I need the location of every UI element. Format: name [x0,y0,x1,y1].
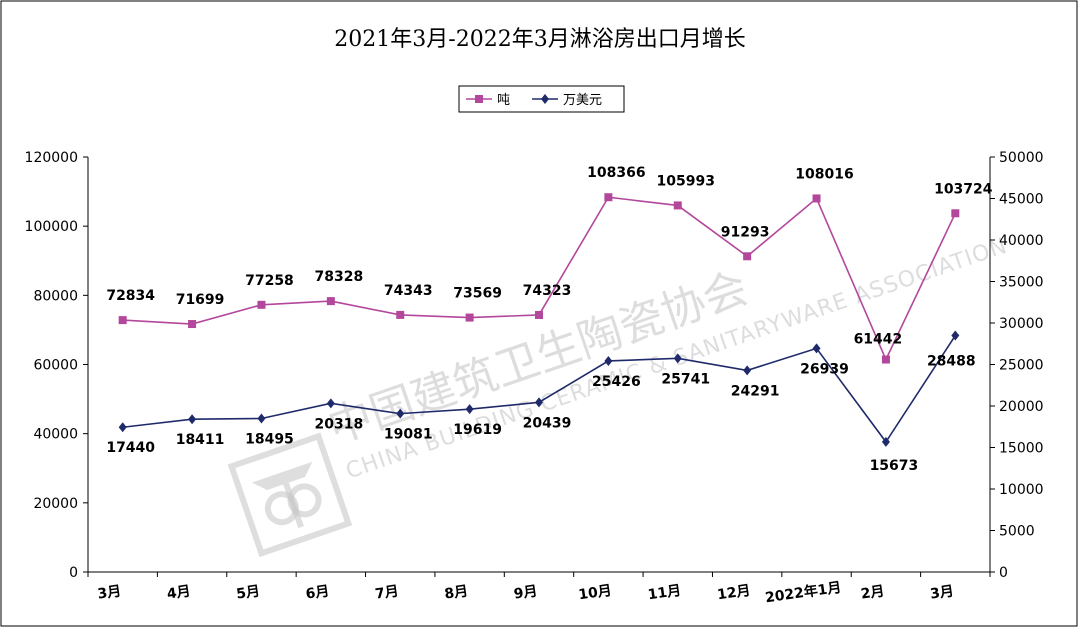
series-point [812,343,821,354]
data-label-series-1: 26939 [800,361,849,377]
series-point [951,330,960,341]
legend-marker-0 [475,95,483,103]
series-point [535,397,543,408]
data-label-series-0: 108016 [795,166,853,182]
y-right-tick-label: 20000 [999,399,1044,415]
data-label-series-1: 20318 [314,416,363,432]
series-point [465,404,474,415]
x-tick-label: 3月 [929,583,955,602]
series-point [396,310,405,319]
series-point [535,310,543,319]
series-point [188,414,197,425]
data-label-series-0: 91293 [721,224,770,240]
y-left-tick-label: 80000 [33,288,78,304]
data-label-series-0: 72834 [106,288,155,304]
x-tick-label: 4月 [166,583,192,602]
series-point [604,355,613,366]
series-point [881,436,890,447]
x-tick-label: 12月 [716,583,751,604]
data-label-series-1: 15673 [870,458,919,474]
data-label-series-1: 25426 [592,374,641,390]
data-label-series-1: 19081 [384,427,433,443]
y-left-tick-label: 40000 [33,427,78,443]
series-layer [118,193,960,447]
data-label-series-1: 28488 [927,354,976,370]
series-point [604,193,613,202]
y-right-tick-label: 25000 [999,358,1044,374]
data-label-series-1: 18495 [245,431,294,447]
y-right-tick-label: 30000 [999,316,1044,332]
y-right-tick-label: 45000 [999,192,1044,208]
data-label-series-1: 17440 [106,440,155,456]
legend: 吨 万美元 [458,85,625,113]
y-right-tick-label: 40000 [999,233,1044,249]
x-tick-label: 5月 [235,583,261,602]
series-point [326,398,335,409]
data-labels: 72834 71699 77258 78328 74343 73569 74323 10836… [106,165,992,474]
data-label-series-0: 108366 [587,165,645,181]
series-point [743,365,752,376]
series-point [396,408,405,419]
legend-label-0: 吨 [497,93,510,108]
legend-marker-1 [541,94,549,104]
series-point [881,355,890,364]
data-label-series-0: 78328 [314,269,363,285]
y-left-tick-label: 20000 [33,496,78,512]
series-point [118,316,127,325]
x-tick-label: 6月 [305,583,331,602]
y-left-tick-label: 100000 [25,219,78,235]
data-label-series-0: 71699 [176,292,225,308]
x-tick-label: 10月 [577,583,612,604]
data-label-series-1: 19619 [453,422,502,438]
series-point [465,313,474,322]
data-label-series-1: 20439 [523,415,572,431]
series-point [118,422,127,433]
data-label-series-0: 74323 [523,283,572,299]
y-right-tick-label: 5000 [999,524,1035,540]
series-point [673,201,682,210]
data-label-series-0: 74343 [384,283,433,299]
x-tick-label: 8月 [443,583,469,602]
y-left-tick-label: 120000 [25,150,78,166]
y-right-tick-label: 10000 [999,482,1044,498]
association-logo-icon [227,432,353,558]
legend-label-1: 万美元 [563,93,602,108]
data-label-series-1: 24291 [731,383,780,399]
y-right-tick-label: 15000 [999,441,1044,457]
data-label-series-0: 105993 [657,173,715,189]
x-tick-label: 7月 [374,583,400,602]
data-label-series-1: 18411 [176,432,225,448]
x-tick-label: 2月 [860,583,886,602]
series-point [743,252,752,261]
data-label-series-0: 77258 [245,273,294,289]
data-label-series-0: 61442 [854,332,903,348]
series-point [951,209,960,218]
data-label-series-0: 103724 [934,181,993,197]
chart-title: 2021年3月-2022年3月淋浴房出口月增长 [334,27,745,52]
data-label-series-1: 25741 [661,371,710,387]
series-point [257,413,266,424]
y-right-tick-label: 35000 [999,275,1044,291]
series-point [257,300,266,309]
y-right-tick-label: 0 [999,565,1008,581]
x-tick-label: 11月 [647,583,682,604]
series-point [326,297,335,306]
y-left-tick-label: 0 [69,565,78,581]
x-tick-label: 9月 [513,583,539,602]
series-point [812,194,821,203]
series-point [188,320,197,329]
data-label-series-0: 73569 [453,286,502,302]
y-right-tick-label: 50000 [999,150,1044,166]
x-tick-label: 3月 [97,583,123,602]
y-left-tick-label: 60000 [33,358,78,374]
series-point [673,353,682,364]
